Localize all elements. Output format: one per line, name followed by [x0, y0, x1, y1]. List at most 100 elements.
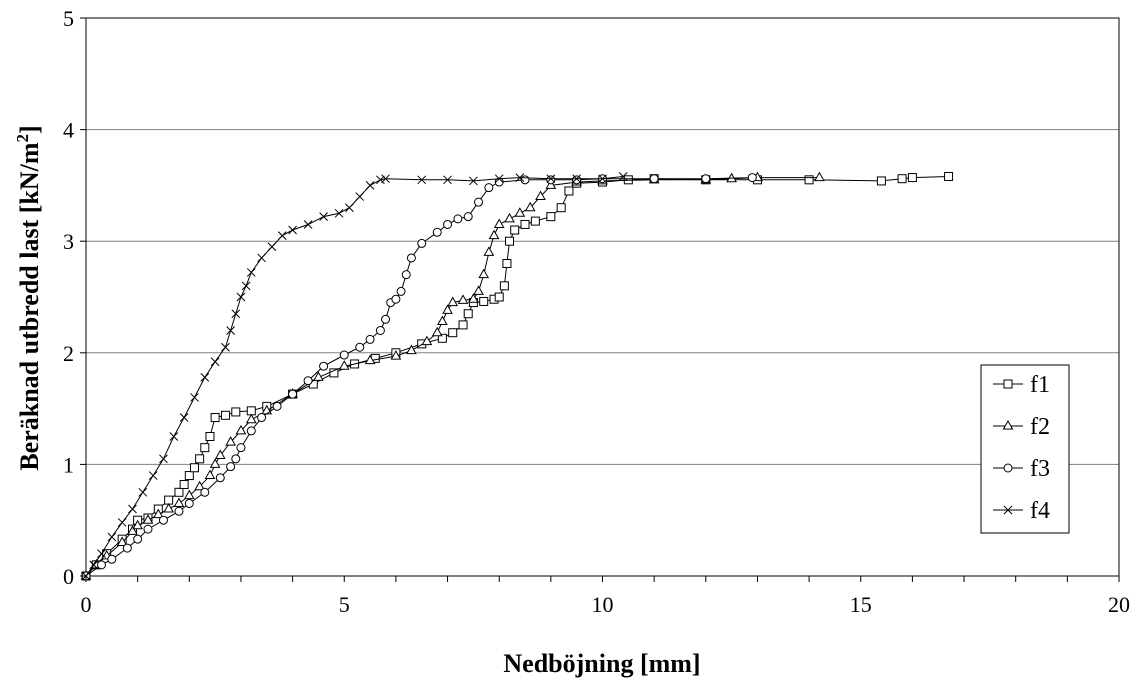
series-f2 — [80, 171, 825, 580]
point-f1 — [804, 175, 814, 185]
point-f4 — [267, 242, 277, 252]
legend-item-f4: f4 — [993, 498, 1050, 524]
point-f3 — [158, 515, 168, 525]
point-f3 — [303, 376, 313, 386]
x-axis-label: Nedböjning [mm] — [503, 649, 700, 678]
point-f2 — [535, 190, 546, 201]
point-f1 — [195, 454, 205, 464]
series-f4 — [81, 172, 628, 581]
point-f4 — [138, 487, 148, 497]
point-f2 — [437, 315, 448, 326]
point-f1 — [505, 236, 515, 246]
y-tick-label: 3 — [63, 229, 74, 254]
point-f1 — [200, 443, 210, 453]
point-f1 — [205, 432, 215, 441]
point-f3 — [122, 543, 132, 553]
point-f2 — [214, 449, 226, 459]
point-f4 — [241, 281, 251, 291]
point-f3 — [226, 462, 236, 472]
point-f3 — [319, 361, 329, 371]
legend-marker — [1003, 505, 1013, 515]
point-f1 — [502, 259, 512, 269]
legend-item-f3: f3 — [993, 456, 1050, 482]
point-f1 — [246, 406, 256, 416]
point-f1 — [556, 203, 566, 213]
point-f2 — [545, 179, 557, 189]
point-f1 — [329, 368, 339, 378]
x-tick-label: 15 — [850, 592, 872, 617]
legend: f1 f2 f3 f4 — [980, 364, 1070, 534]
point-f4 — [546, 174, 556, 184]
point-f1 — [499, 281, 509, 291]
point-f3 — [143, 524, 153, 534]
point-f3 — [257, 413, 267, 423]
point-f3 — [107, 554, 117, 564]
point-f2 — [235, 424, 247, 435]
y-axis-label-end: ] — [15, 125, 44, 134]
point-f4 — [598, 174, 607, 184]
point-f4 — [618, 172, 628, 181]
point-f2 — [504, 212, 515, 223]
point-f4 — [494, 174, 504, 184]
point-f2 — [457, 294, 469, 304]
point-f3 — [463, 212, 473, 222]
point-f2 — [163, 503, 174, 513]
point-f1 — [174, 487, 184, 497]
point-f2 — [431, 326, 443, 337]
point-f3 — [215, 473, 225, 483]
point-f3 — [365, 334, 375, 344]
point-f2 — [313, 371, 324, 381]
point-f4 — [365, 181, 375, 190]
point-f2 — [209, 458, 221, 468]
point-f4 — [128, 504, 137, 514]
point-f1 — [463, 309, 473, 319]
point-f2 — [173, 497, 185, 507]
point-f4 — [417, 175, 427, 185]
point-f2 — [483, 246, 495, 256]
point-f2 — [338, 360, 350, 370]
point-f3 — [133, 534, 143, 544]
axes — [80, 17, 1120, 582]
point-f2 — [132, 519, 144, 530]
point-f2 — [183, 489, 195, 500]
x-tick-label: 0 — [81, 592, 92, 617]
y-axis-label-sup: 2 — [13, 134, 32, 143]
point-f2 — [245, 413, 257, 424]
point-f4 — [148, 471, 158, 480]
y-tick-label: 2 — [63, 341, 74, 366]
point-f4 — [236, 292, 246, 302]
point-f1 — [546, 212, 556, 222]
point-f1 — [494, 292, 504, 302]
point-f4 — [277, 231, 287, 240]
point-f3 — [231, 454, 241, 464]
point-f3 — [406, 253, 416, 263]
point-f2 — [473, 285, 484, 295]
point-f3 — [396, 286, 406, 296]
point-f2 — [421, 335, 433, 346]
point-f3 — [272, 401, 282, 411]
point-f3 — [246, 426, 256, 436]
y-tick-label: 4 — [63, 118, 74, 143]
tick-labels: 0 1 2 3 4 5 0 5 10 15 20 — [63, 6, 1130, 617]
point-f4 — [355, 192, 365, 201]
point-f3 — [546, 175, 556, 185]
series-line-f1 — [85, 176, 949, 577]
point-f2 — [406, 344, 417, 355]
series-f1 — [81, 171, 954, 581]
point-f4 — [210, 357, 220, 367]
series-layer — [80, 171, 954, 581]
point-f2 — [152, 508, 164, 519]
point-f1 — [220, 410, 230, 420]
point-f1 — [564, 186, 574, 196]
legend-label: f4 — [1030, 498, 1050, 524]
legend-box — [980, 364, 1070, 534]
point-f3 — [355, 342, 365, 352]
point-f3 — [184, 498, 194, 508]
point-f1 — [458, 320, 468, 330]
point-f4 — [179, 413, 189, 422]
point-f4 — [443, 175, 452, 185]
point-f4 — [469, 176, 478, 186]
point-f4 — [226, 326, 235, 335]
point-f2 — [204, 469, 216, 480]
point-f4 — [257, 253, 266, 263]
